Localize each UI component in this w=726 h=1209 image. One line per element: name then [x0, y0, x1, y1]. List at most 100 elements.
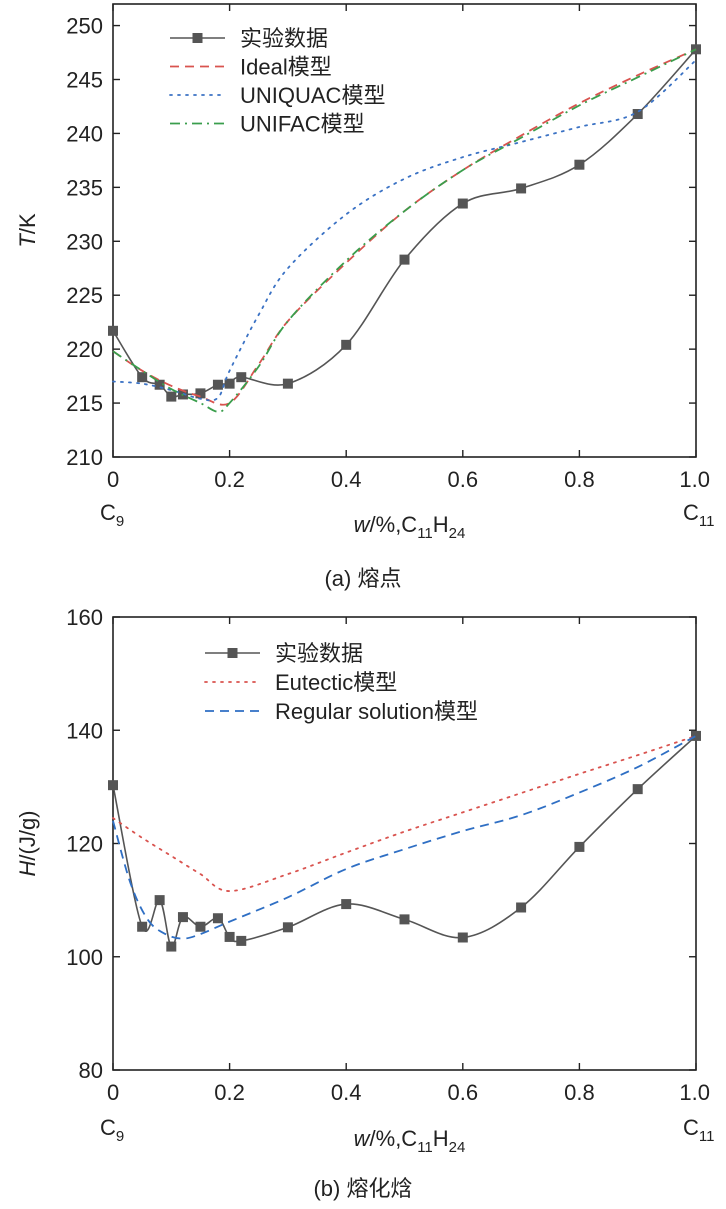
data-point: [195, 388, 206, 399]
data-point: [212, 913, 223, 924]
data-point: [282, 378, 293, 389]
legend-entry: 实验数据: [275, 641, 363, 666]
data-point: [399, 254, 410, 265]
y-axis-label-var: H: [15, 861, 40, 877]
y-tick-label: 230: [66, 229, 103, 254]
x-axis-label: w/%,C11H24: [354, 1126, 466, 1156]
y-tick-label: 140: [66, 718, 103, 743]
y-tick-label: 225: [66, 283, 103, 308]
x-axis-label-part: w: [354, 512, 372, 537]
data-point: [224, 931, 235, 942]
x-tick-label: 0: [107, 1080, 119, 1105]
data-point: [212, 379, 223, 390]
x-axis-label-part: H: [433, 512, 449, 537]
data-point: [516, 902, 527, 913]
y-axis-label-var: T: [15, 233, 40, 248]
panel-caption: (b) 熔化焓: [313, 1176, 412, 1201]
legend-marker: [192, 33, 203, 43]
y-tick-label: 215: [66, 391, 103, 416]
chart-panel-a: 0 0.2 0.4 0.6 0.8 1.0 210 215 220 225 230 235 240 245…: [15, 3, 714, 591]
data-point: [516, 183, 527, 194]
right-end-label-sub: 11: [699, 513, 715, 530]
left-end-label-main: C: [100, 1115, 116, 1140]
data-point: [341, 899, 352, 910]
legend-entry: 实验数据: [240, 26, 328, 51]
data-point: [137, 372, 148, 383]
y-axis-label-unit: /(J/g): [15, 810, 40, 860]
left-end-label-sub: 9: [116, 1128, 124, 1145]
data-point: [457, 932, 468, 943]
data-point: [166, 391, 177, 402]
y-tick-label: 235: [66, 175, 103, 200]
panel-caption: (a) 熔点: [324, 566, 401, 591]
y-tick-label: 220: [66, 337, 103, 362]
y-tick-label: 100: [66, 945, 103, 970]
series-line: [112, 48, 697, 413]
data-point: [282, 922, 293, 933]
data-point: [399, 914, 410, 925]
data-point: [457, 198, 468, 209]
x-axis-label-part: 24: [449, 1139, 466, 1156]
left-end-label: C9: [100, 1115, 124, 1145]
data-point: [195, 921, 206, 932]
y-tick-label: 250: [66, 14, 103, 39]
right-end-label: C11: [683, 500, 714, 530]
legend-entry: UNIQUAC模型: [240, 83, 385, 108]
data-point: [341, 339, 352, 350]
y-tick-label: 245: [66, 68, 103, 93]
x-tick-label: 1.0: [679, 467, 710, 492]
x-tick-label: 0.6: [448, 1080, 479, 1105]
legend: 实验数据 Eutectic模型 Regular solution模型: [204, 641, 478, 724]
legend-entry: Regular solution模型: [275, 699, 478, 724]
x-axis-label-part: 11: [417, 1139, 433, 1156]
data-point: [108, 325, 118, 336]
data-point: [632, 109, 643, 120]
x-axis-label-part: /%,C: [370, 512, 418, 537]
right-end-label-sub: 11: [699, 1128, 715, 1145]
series-line: [112, 48, 697, 398]
series-line: [112, 48, 697, 406]
x-tick-label: 0.4: [331, 1080, 362, 1105]
legend-entry: Ideal模型: [240, 55, 332, 80]
data-point: [224, 378, 235, 389]
series-line: [112, 735, 697, 892]
data-point: [236, 372, 247, 383]
x-axis-label: w/%,C11H24: [354, 512, 466, 542]
right-end-label-main: C: [683, 1115, 699, 1140]
data-point: [108, 780, 118, 791]
data-point: [691, 730, 701, 741]
left-end-label: C9: [100, 500, 124, 530]
x-tick-label: 1.0: [679, 1080, 710, 1105]
y-axis-label-unit: /K: [15, 213, 40, 234]
series-line: [112, 735, 697, 940]
data-point: [574, 159, 585, 170]
right-end-label-main: C: [683, 500, 699, 525]
y-axis-label: T/K: [15, 213, 40, 248]
x-tick-label: 0.6: [448, 467, 479, 492]
x-tick-label: 0: [107, 467, 119, 492]
x-tick-label: 0.4: [331, 467, 362, 492]
legend-entry: UNIFAC模型: [240, 112, 365, 137]
data-point: [236, 935, 247, 946]
x-axis-label-part: 24: [449, 525, 466, 542]
y-tick-label: 120: [66, 832, 103, 857]
x-axis-label-part: w: [354, 1126, 372, 1151]
left-end-label-main: C: [100, 500, 116, 525]
data-point: [574, 841, 585, 852]
right-end-label: C11: [683, 1115, 714, 1145]
legend-entry: Eutectic模型: [275, 670, 397, 695]
x-tick-label: 0.8: [564, 467, 595, 492]
x-axis-label-part: H: [433, 1126, 449, 1151]
data-point: [166, 941, 177, 952]
plot-frame: [112, 616, 697, 1071]
legend-marker: [227, 648, 238, 658]
x-tick-label: 0.8: [564, 1080, 595, 1105]
data-point: [154, 895, 165, 906]
y-axis-label: H/(J/g): [15, 810, 40, 876]
y-tick-label: 210: [66, 445, 103, 470]
x-axis-label-part: 11: [417, 525, 433, 542]
data-point: [632, 784, 643, 795]
series-line: [112, 59, 697, 402]
